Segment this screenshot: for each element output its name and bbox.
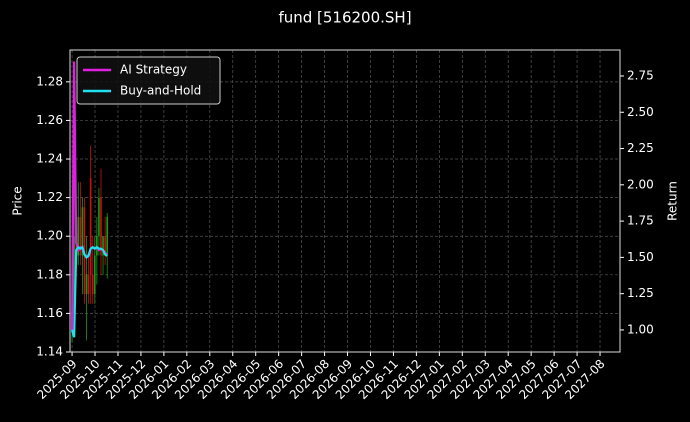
y2-tick-label: 1.50 — [627, 250, 654, 264]
candle-body — [77, 216, 80, 256]
y-tick-label: 1.18 — [36, 267, 63, 281]
candle-body — [93, 255, 96, 295]
candle-body — [89, 178, 92, 275]
y-tick-label: 1.24 — [36, 152, 63, 166]
candle-body — [87, 274, 90, 295]
y2-tick-label: 1.25 — [627, 286, 654, 300]
candle-body — [98, 197, 100, 237]
candle-body — [100, 197, 102, 256]
y2-tick-label: 2.50 — [627, 105, 654, 119]
series-line — [71, 245, 108, 338]
legend-label: AI Strategy — [120, 63, 187, 77]
candle-body — [73, 236, 75, 314]
plot-frame — [69, 49, 621, 353]
candle-body — [85, 274, 88, 295]
candle-body — [81, 207, 84, 256]
y-tick-label: 1.28 — [36, 74, 63, 88]
candle-body — [102, 236, 104, 256]
y2-tick-label: 1.00 — [627, 322, 654, 336]
candle-body — [91, 274, 94, 295]
candle-body — [104, 236, 106, 256]
y-axis-label: Price — [11, 186, 25, 215]
y2-axis-label: Return — [666, 181, 680, 221]
candle-body — [96, 236, 98, 256]
y-tick-label: 1.26 — [36, 113, 63, 127]
legend-box — [76, 56, 221, 105]
y2-tick-label: 2.00 — [627, 177, 654, 191]
y2-tick-label: 2.75 — [627, 68, 654, 82]
y2-tick-label: 2.25 — [627, 141, 654, 155]
chart-title: fund [516200.SH] — [278, 9, 411, 27]
y2-tick-label: 1.75 — [627, 214, 654, 228]
y-tick-label: 1.22 — [36, 190, 63, 204]
candle-body — [79, 216, 82, 256]
y-tick-label: 1.14 — [36, 345, 63, 359]
y-tick-label: 1.20 — [36, 229, 63, 243]
y-tick-label: 1.16 — [36, 306, 63, 320]
candle-body — [106, 216, 108, 256]
legend-label: Buy-and-Hold — [120, 84, 201, 98]
